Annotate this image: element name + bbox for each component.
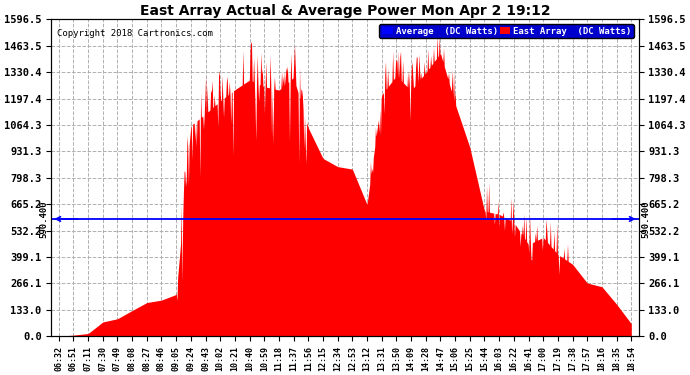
Text: Copyright 2018 Cartronics.com: Copyright 2018 Cartronics.com — [57, 29, 213, 38]
Text: 590.400: 590.400 — [642, 200, 651, 238]
Title: East Array Actual & Average Power Mon Apr 2 19:12: East Array Actual & Average Power Mon Ap… — [139, 4, 551, 18]
Text: 590.400: 590.400 — [39, 200, 48, 238]
Legend: Average  (DC Watts), East Array  (DC Watts): Average (DC Watts), East Array (DC Watts… — [380, 24, 634, 38]
